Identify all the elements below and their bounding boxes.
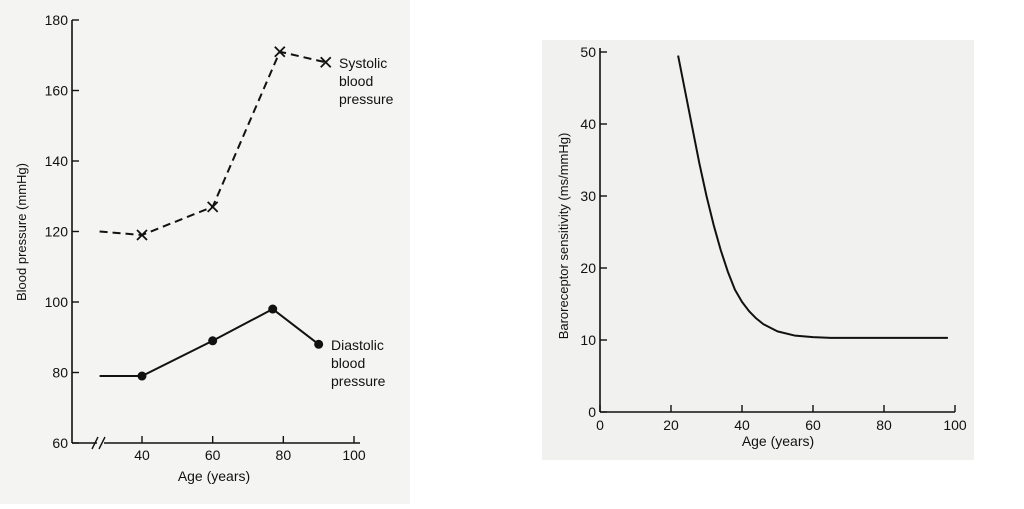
x-axis-label: Age (years)	[742, 433, 814, 449]
systolic-label: blood	[339, 73, 373, 89]
y-tick-label: 100	[45, 294, 69, 310]
y-tick-label: 180	[45, 12, 69, 28]
axis-break-mark	[91, 436, 99, 450]
y-axis-label: Blood pressure (mmHg)	[14, 163, 29, 301]
x-tick-label: 80	[276, 447, 292, 463]
sensitivity-curve	[677, 55, 948, 339]
x-tick-label: 100	[342, 447, 366, 463]
y-tick-label: 30	[580, 188, 596, 204]
y-tick-label: 0	[588, 404, 596, 420]
y-tick-label: 20	[580, 260, 596, 276]
diastolic-marker	[208, 336, 218, 346]
systolic-label: Systolic	[339, 55, 387, 71]
systolic-marker	[136, 229, 148, 241]
systolic-marker	[274, 46, 286, 58]
y-tick-label: 160	[45, 83, 69, 99]
blood-pressure-chart: 60 80 100 120 140 160 180 40 60 80 100 Age (years) B…	[14, 12, 394, 484]
diastolic-marker	[268, 304, 278, 314]
y-axis-label: Baroreceptor sensitivity (ms/mmHg)	[556, 133, 571, 340]
systolic-marker	[320, 56, 332, 68]
y-tick-label: 60	[52, 435, 68, 451]
diastolic-marker	[314, 339, 324, 349]
y-tick-label: 140	[45, 153, 69, 169]
x-tick-label: 60	[205, 447, 221, 463]
x-tick-label: 100	[943, 417, 967, 433]
y-tick-label: 50	[580, 44, 596, 60]
x-tick-label: 60	[805, 417, 821, 433]
blood-pressure-chart-panel: 60 80 100 120 140 160 180 40 60 80 100 Age (years) B…	[0, 0, 410, 504]
diastolic-marker	[137, 371, 147, 381]
systolic-marker	[207, 201, 219, 213]
x-tick-label: 80	[876, 417, 892, 433]
x-axis-label: Age (years)	[178, 468, 250, 484]
y-tick-label: 80	[52, 365, 68, 381]
baroreceptor-chart-panel: 0 10 20 30 40 50 0 20 40 60 80 100 Age (years) Barore…	[542, 40, 974, 460]
y-tick-label: 40	[580, 116, 596, 132]
baroreceptor-chart: 0 10 20 30 40 50 0 20 40 60 80 100 Age (years) Barore…	[556, 44, 967, 449]
y-tick-label: 120	[45, 224, 69, 240]
x-tick-label: 40	[134, 447, 150, 463]
axis-break-mark	[98, 436, 106, 450]
x-tick-label: 0	[596, 417, 604, 433]
x-tick-label: 20	[663, 417, 679, 433]
y-tick-label: 10	[580, 332, 596, 348]
diastolic-label: pressure	[331, 373, 386, 389]
diastolic-label: Diastolic	[331, 337, 384, 353]
systolic-label: pressure	[339, 91, 394, 107]
diastolic-label: blood	[331, 355, 365, 371]
x-tick-label: 40	[734, 417, 750, 433]
